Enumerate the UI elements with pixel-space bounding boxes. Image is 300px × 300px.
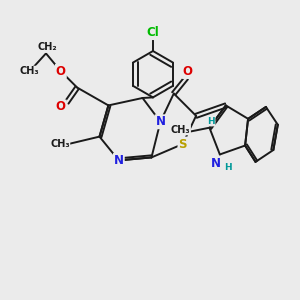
Text: N: N [211,158,221,170]
Text: N: N [114,154,124,167]
Text: CH₃: CH₃ [50,139,70,149]
Text: CH₃: CH₃ [171,125,190,135]
Text: O: O [56,100,66,113]
Text: H: H [224,163,232,172]
Text: N: N [155,115,165,128]
Text: S: S [178,138,187,151]
Text: O: O [183,65,193,78]
Text: CH₃: CH₃ [20,66,39,76]
Text: H: H [207,117,215,126]
Text: O: O [56,65,66,78]
Text: Cl: Cl [147,26,159,39]
Text: CH₂: CH₂ [38,43,57,52]
